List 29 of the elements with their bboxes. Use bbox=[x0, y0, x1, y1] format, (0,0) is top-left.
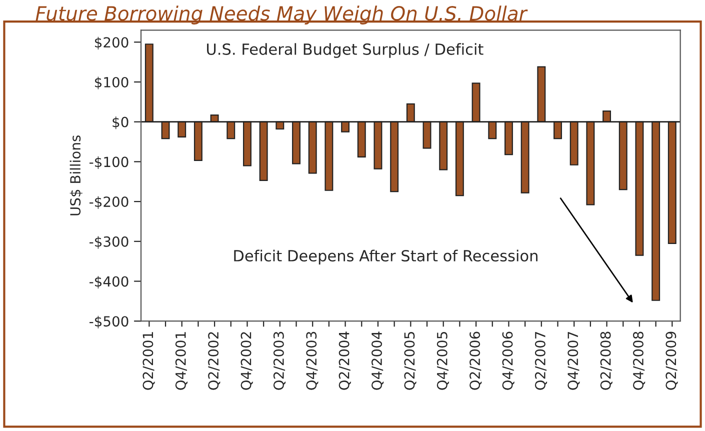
chart-title: Future Borrowing Needs May Weigh On U.S. Dollar bbox=[36, 6, 528, 24]
x-tick-label: Q4/2003 bbox=[306, 332, 318, 390]
x-tick-label: Q2/2005 bbox=[404, 332, 416, 390]
x-tick-label: Q4/2005 bbox=[436, 332, 449, 390]
x-tick-label: Q2/2006 bbox=[470, 332, 482, 390]
x-tick-label: Q2/2003 bbox=[273, 332, 286, 390]
y-tick-label: -$500 bbox=[90, 316, 128, 328]
x-tick-label: Q2/2002 bbox=[208, 332, 220, 390]
x-tick-label: Q2/2001 bbox=[142, 332, 155, 390]
y-tick-label: -$300 bbox=[90, 236, 128, 249]
y-tick-label: -$400 bbox=[90, 276, 128, 289]
y-axis-title: US$ Billions bbox=[70, 135, 82, 216]
x-tick-label: Q4/2004 bbox=[372, 332, 384, 390]
x-tick-label: Q2/2008 bbox=[600, 332, 612, 390]
x-tick-label: Q4/2006 bbox=[502, 332, 514, 390]
x-tick-label: Q4/2001 bbox=[175, 332, 188, 390]
x-tick-label: Q2/2007 bbox=[534, 332, 548, 390]
annotation: Deficit Deepens After Start of Recession bbox=[234, 250, 538, 264]
x-tick-label: Q4/2007 bbox=[568, 332, 580, 390]
y-tick-label: $100 bbox=[95, 76, 128, 90]
x-tick-label: Q4/2002 bbox=[240, 332, 253, 390]
y-tick-label: $200 bbox=[95, 36, 128, 50]
y-tick-label: $0 bbox=[112, 116, 128, 130]
x-tick-label: Q2/2004 bbox=[338, 332, 351, 390]
x-tick-label: Q2/2009 bbox=[666, 332, 678, 390]
annotation: U.S. Federal Budget Surplus / Deficit bbox=[207, 43, 484, 58]
x-tick-label: Q4/2008 bbox=[632, 332, 646, 390]
y-tick-label: -$100 bbox=[90, 156, 128, 170]
y-tick-label: -$200 bbox=[90, 196, 128, 209]
